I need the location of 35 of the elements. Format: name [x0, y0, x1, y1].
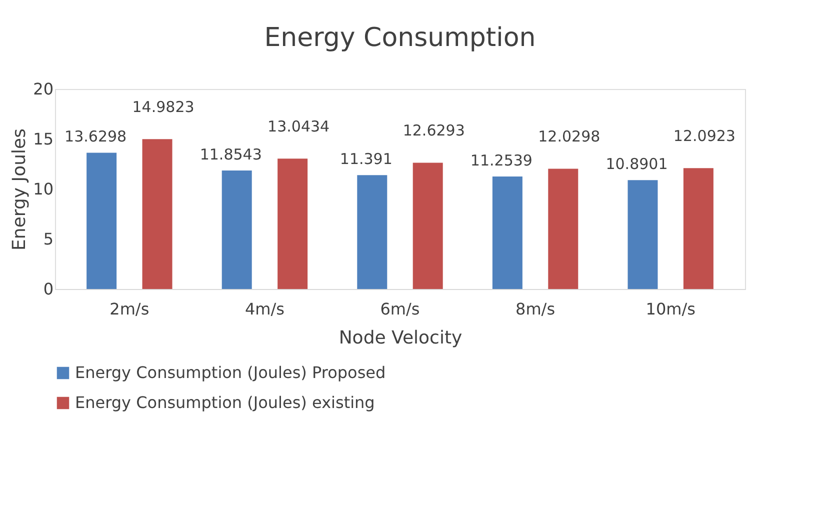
data-label: 11.391 — [340, 150, 392, 168]
bar — [86, 152, 117, 289]
bar — [412, 162, 443, 289]
data-label: 13.6298 — [64, 128, 127, 146]
data-label: 12.0298 — [538, 128, 600, 146]
y-tick-label: 15 — [33, 130, 54, 148]
data-label: 10.8901 — [606, 155, 668, 174]
chart-title: Energy Consumption — [264, 23, 536, 53]
x-axis-title: Node Velocity — [338, 328, 462, 348]
data-label: 12.6293 — [402, 122, 465, 140]
bar — [548, 168, 578, 289]
x-tick-label: 2m/s — [110, 300, 150, 318]
bar — [278, 158, 308, 289]
y-tick-label: 0 — [43, 280, 54, 298]
y-tick-label: 10 — [33, 180, 54, 198]
data-label: 13.0434 — [268, 118, 330, 136]
bar — [683, 168, 714, 289]
y-tick-label: 20 — [33, 80, 54, 98]
bar — [357, 175, 388, 289]
bar — [628, 180, 658, 289]
bar — [142, 139, 172, 289]
y-tick-label: 5 — [43, 230, 54, 248]
data-label: 11.2539 — [470, 151, 532, 170]
x-tick-label: 4m/s — [244, 300, 284, 318]
data-label: 14.9823 — [132, 98, 194, 116]
legend-label: Energy Consumption (Joules) Proposed — [75, 363, 386, 382]
data-label: 12.0923 — [673, 127, 736, 146]
x-tick-label: 8m/s — [516, 300, 556, 318]
x-tick-label: 6m/s — [380, 300, 420, 318]
y-axis-title: Energy Joules — [9, 128, 30, 250]
x-tick-label: 10m/s — [646, 300, 696, 318]
legend-label: Energy Consumption (Joules) existing — [75, 393, 375, 412]
bar — [492, 176, 522, 289]
data-label: 11.8543 — [200, 145, 262, 164]
bar — [222, 170, 252, 289]
